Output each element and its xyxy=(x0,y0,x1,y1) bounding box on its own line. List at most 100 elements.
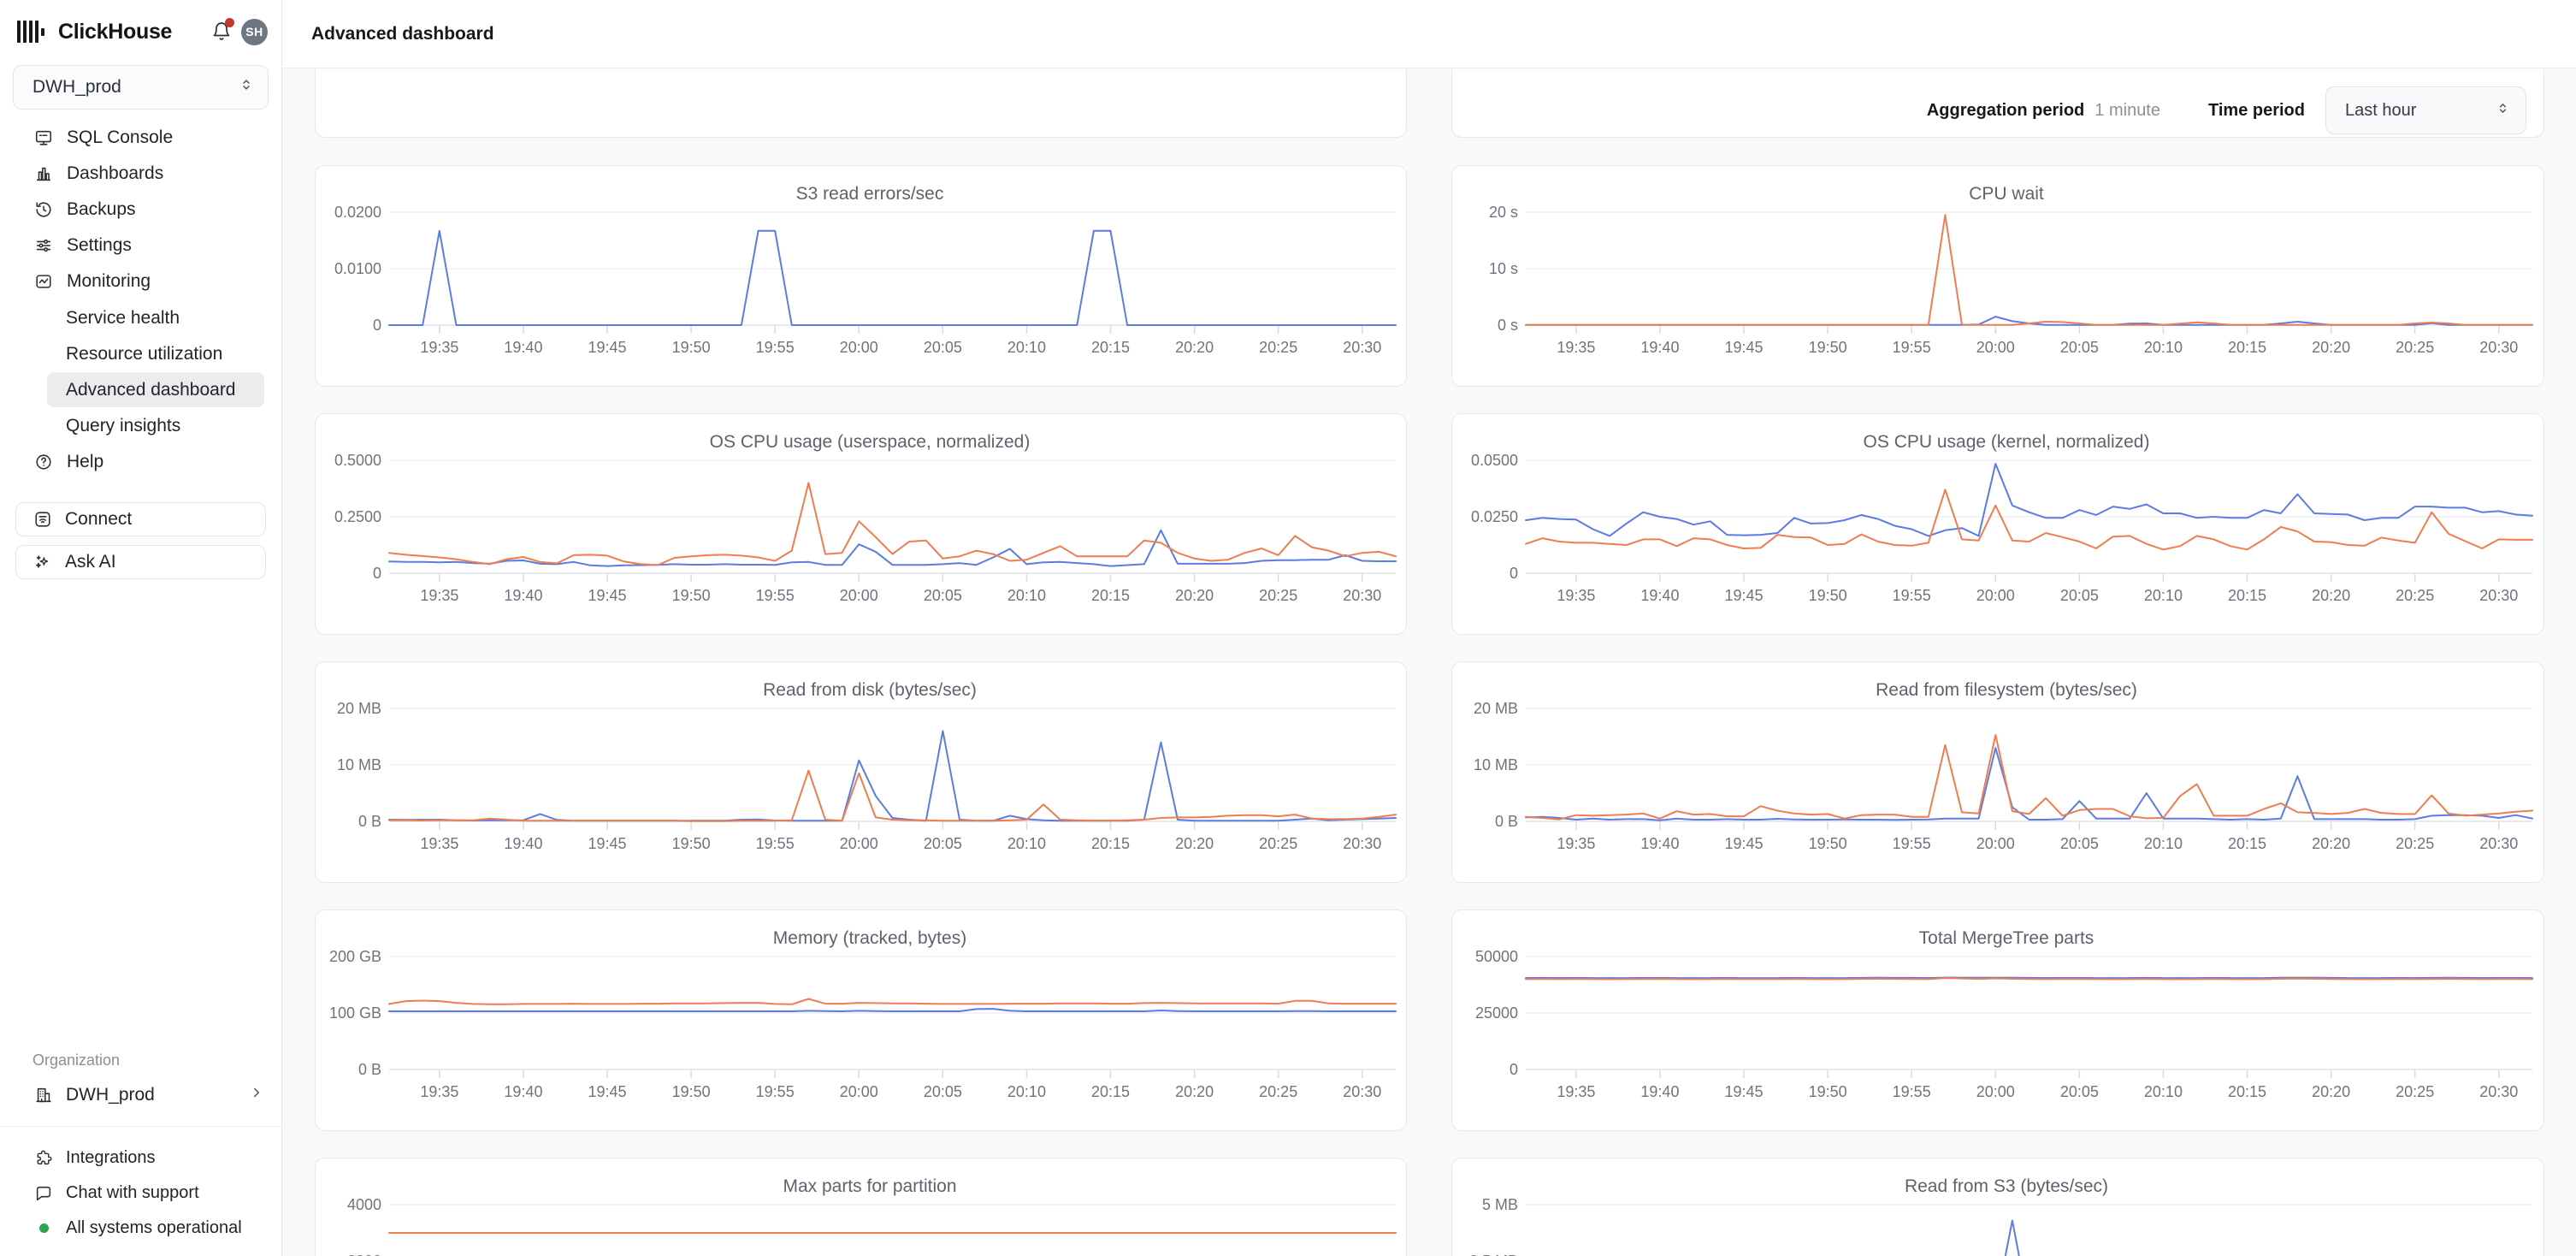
time-period-select[interactable]: Last hour xyxy=(2325,86,2526,134)
svg-text:0: 0 xyxy=(373,317,381,334)
svg-text:20:25: 20:25 xyxy=(1259,587,1297,604)
svg-text:20:05: 20:05 xyxy=(924,835,962,852)
connect-icon xyxy=(33,510,52,529)
svg-text:0: 0 xyxy=(1510,1061,1518,1078)
sidebar-item-advanced-dashboard[interactable]: Advanced dashboard xyxy=(47,372,264,407)
dashboard-content: Aggregation period 1 minute Time period … xyxy=(282,68,2576,1256)
svg-text:19:45: 19:45 xyxy=(588,587,626,604)
svg-text:19:50: 19:50 xyxy=(672,1083,711,1100)
svg-text:20:10: 20:10 xyxy=(1007,587,1046,604)
svg-text:19:40: 19:40 xyxy=(1640,835,1679,852)
svg-text:20:25: 20:25 xyxy=(2396,1083,2434,1100)
ask-ai-button-label: Ask AI xyxy=(65,552,116,572)
svg-text:20:05: 20:05 xyxy=(924,339,962,356)
svg-text:20:10: 20:10 xyxy=(2144,587,2183,604)
connect-button[interactable]: Connect xyxy=(15,502,266,536)
sidebar-item-sql-console[interactable]: SQL Console xyxy=(0,120,281,156)
svg-text:10 s: 10 s xyxy=(1489,260,1518,277)
svg-text:20:10: 20:10 xyxy=(1007,339,1046,356)
svg-text:19:45: 19:45 xyxy=(588,339,626,356)
svg-text:19:35: 19:35 xyxy=(420,835,458,852)
sidebar-item-query-insights[interactable]: Query insights xyxy=(47,408,264,443)
svg-text:19:35: 19:35 xyxy=(1557,1083,1595,1100)
sidebar-item-backups[interactable]: Backups xyxy=(0,192,281,228)
svg-text:0: 0 xyxy=(1510,565,1518,582)
svg-text:19:35: 19:35 xyxy=(420,1083,458,1100)
sidebar-item-resource-utilization[interactable]: Resource utilization xyxy=(47,336,264,371)
chart-canvas[interactable]: OS CPU usage (userspace, normalized) 0.50… xyxy=(316,414,1406,634)
puzzle-icon xyxy=(34,1149,53,1168)
svg-text:20:20: 20:20 xyxy=(2312,587,2350,604)
notifications-bell-icon[interactable] xyxy=(211,18,234,42)
clickhouse-logo-icon xyxy=(17,21,47,43)
chevron-updown-icon xyxy=(2496,101,2510,121)
svg-text:2.5 MB: 2.5 MB xyxy=(1469,1253,1518,1256)
sidebar-item-service-health[interactable]: Service health xyxy=(47,300,264,335)
svg-text:0 B: 0 B xyxy=(1495,813,1518,830)
chart-card-1: S3 read errors/sec 0.0200 0.0100 0 19:35 19:4… xyxy=(315,165,1407,387)
svg-text:20:10: 20:10 xyxy=(2144,1083,2183,1100)
svg-text:19:35: 19:35 xyxy=(420,587,458,604)
svg-text:19:40: 19:40 xyxy=(1640,1083,1679,1100)
svg-text:20:05: 20:05 xyxy=(924,1083,962,1100)
chart-canvas[interactable]: CPU wait 20 s 10 s 0 s 19:35 19:40 19:45 19:50 1… xyxy=(1452,166,2543,386)
ask-ai-button[interactable]: Ask AI xyxy=(15,545,266,579)
svg-text:19:35: 19:35 xyxy=(1557,587,1595,604)
svg-text:20:15: 20:15 xyxy=(1091,587,1130,604)
svg-text:0.2500: 0.2500 xyxy=(334,508,381,525)
sidebar-item-monitoring[interactable]: Monitoring xyxy=(0,264,281,299)
chart-card-10: Read from S3 (bytes/sec)5 MB2.5 MB19:351… xyxy=(1451,1158,2544,1256)
svg-text:19:55: 19:55 xyxy=(1893,339,1931,356)
svg-text:19:55: 19:55 xyxy=(1893,835,1931,852)
partial-chart-card-left xyxy=(315,69,1407,138)
chat-with-support-item[interactable]: Chat with support xyxy=(0,1176,281,1211)
main-area: Advanced dashboard Aggregation period 1 … xyxy=(282,0,2576,1256)
svg-text:19:45: 19:45 xyxy=(588,835,626,852)
chart-canvas[interactable]: Read from filesystem (bytes/sec) 20 MB 10 … xyxy=(1452,662,2543,882)
svg-text:20:00: 20:00 xyxy=(1976,587,2015,604)
sparkles-icon xyxy=(33,553,52,572)
sidebar-divider xyxy=(0,1126,281,1127)
chart-card-6: Read from filesystem (bytes/sec) 20 MB 10 … xyxy=(1451,661,2544,883)
aggregation-period-value: 1 minute xyxy=(2094,100,2160,120)
svg-text:19:55: 19:55 xyxy=(756,835,795,852)
svg-text:19:50: 19:50 xyxy=(672,835,711,852)
chart-canvas[interactable]: OS CPU usage (kernel, normalized) 0.0500 0… xyxy=(1452,414,2543,634)
chat-with-support-label: Chat with support xyxy=(66,1183,199,1202)
sliders-icon xyxy=(34,236,53,255)
sidebar-item-label: Settings xyxy=(67,235,132,255)
svg-text:20:20: 20:20 xyxy=(1175,587,1214,604)
page-header: Advanced dashboard xyxy=(282,0,2576,68)
svg-text:20:10: 20:10 xyxy=(1007,1083,1046,1100)
sidebar-nav: SQL Console Dashboards Backups xyxy=(0,120,281,480)
system-status-item[interactable]: All systems operational xyxy=(0,1211,281,1246)
svg-text:20:15: 20:15 xyxy=(2228,1083,2266,1100)
partial-chart-row: Aggregation period 1 minute Time period … xyxy=(315,69,2544,138)
svg-text:0.0100: 0.0100 xyxy=(334,260,381,277)
svg-text:20:30: 20:30 xyxy=(1343,835,1381,852)
svg-text:19:40: 19:40 xyxy=(1640,587,1679,604)
sidebar-item-settings[interactable]: Settings xyxy=(0,228,281,264)
sidebar-item-dashboards[interactable]: Dashboards xyxy=(0,156,281,192)
organization-item[interactable]: DWH_prod xyxy=(0,1076,281,1114)
sidebar-subitem-label: Resource utilization xyxy=(66,343,223,364)
integrations-item[interactable]: Integrations xyxy=(0,1140,281,1176)
chart-canvas[interactable]: Read from S3 (bytes/sec)5 MB2.5 MB19:351… xyxy=(1452,1158,2543,1256)
svg-text:20:05: 20:05 xyxy=(924,587,962,604)
monitoring-icon xyxy=(34,272,53,291)
chart-canvas[interactable]: Total MergeTree parts 50000 25000 0 19:35 19:… xyxy=(1452,910,2543,1130)
notification-dot xyxy=(225,18,234,27)
chart-canvas[interactable]: Max parts for partition4000200019:3519:4… xyxy=(316,1158,1406,1256)
chart-canvas[interactable]: Memory (tracked, bytes) 200 GB 100 GB 0 B 19… xyxy=(316,910,1406,1130)
avatar[interactable]: SH xyxy=(241,18,268,45)
connect-button-label: Connect xyxy=(65,509,133,529)
dashboard-controls: Aggregation period 1 minute Time period … xyxy=(1927,86,2526,134)
help-icon xyxy=(34,453,53,471)
sidebar-item-help[interactable]: Help xyxy=(0,444,281,480)
svg-text:20:20: 20:20 xyxy=(1175,835,1214,852)
chart-canvas[interactable]: Read from disk (bytes/sec) 20 MB 10 MB 0 B 1… xyxy=(316,662,1406,882)
chat-bubble-icon xyxy=(34,1184,53,1203)
workspace-select[interactable]: DWH_prod xyxy=(13,65,269,110)
chart-canvas[interactable]: S3 read errors/sec 0.0200 0.0100 0 19:35 19:4… xyxy=(316,166,1406,386)
